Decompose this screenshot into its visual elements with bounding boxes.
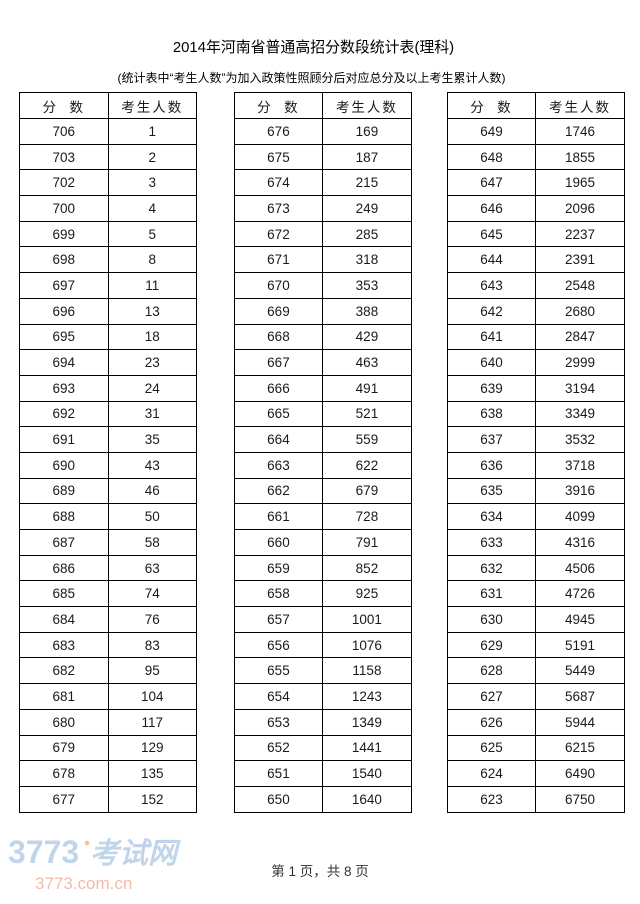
svg-text:3773: 3773: [8, 834, 79, 870]
svg-text:3773.com.cn: 3773.com.cn: [35, 874, 132, 893]
svg-text:考试网: 考试网: [90, 838, 181, 870]
